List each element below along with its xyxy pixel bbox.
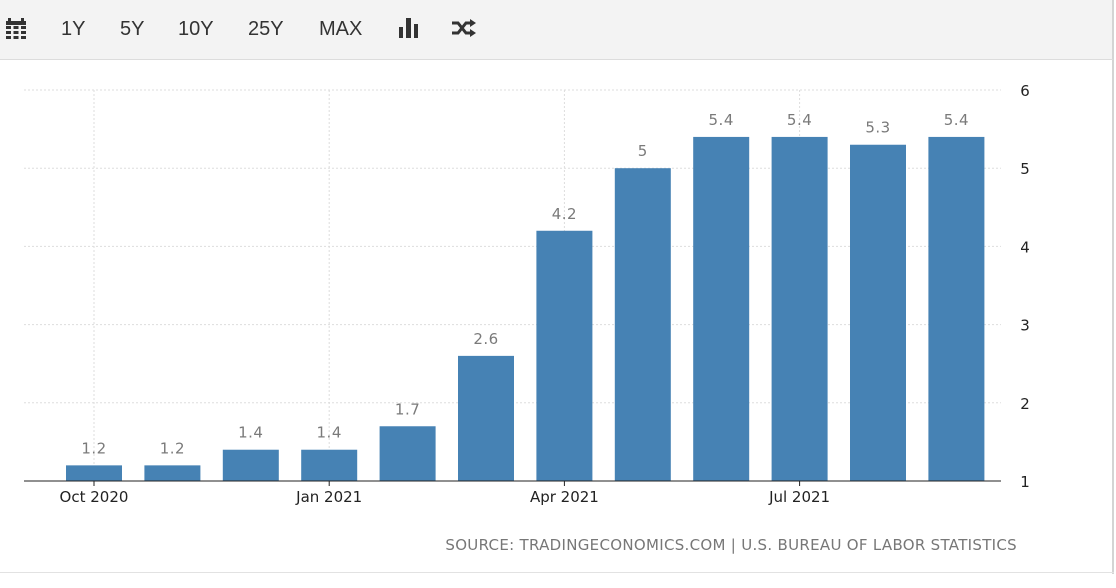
data-label: 1.4: [238, 424, 263, 442]
chart-area: 1 2 3 4 5 6 1.2 1.2 1.4 1.4 1.7 2.6 4.2 5 5.4 5.4 5.3 5.4…: [0, 60, 1114, 574]
bar-chart-icon[interactable]: [399, 18, 419, 38]
data-label: 5.4: [787, 111, 812, 129]
data-label: 4.2: [552, 205, 577, 223]
data-label: 1.2: [81, 439, 106, 457]
bottom-divider: [0, 572, 1114, 573]
data-label: 1.4: [317, 424, 342, 442]
bar-chart: 1 2 3 4 5 6 1.2 1.2 1.4 1.4 1.7 2.6 4.2 5 5.4 5.4 5.3 5.4…: [24, 82, 1030, 554]
data-label: 5.4: [709, 111, 734, 129]
bar: [66, 465, 122, 481]
data-label: 1.2: [160, 439, 185, 457]
bar: [536, 230, 593, 481]
shuffle-icon[interactable]: [451, 18, 477, 38]
range-25y-button[interactable]: 25Y: [248, 18, 284, 40]
bar: [458, 355, 514, 481]
data-label: 5: [638, 142, 648, 160]
data-label: 5.4: [944, 111, 969, 129]
calendar-icon[interactable]: [6, 18, 26, 40]
bar: [928, 136, 985, 482]
x-tick-label: Apr 2021: [530, 488, 599, 506]
bar: [850, 144, 906, 481]
y-tick-label: 2: [1020, 395, 1030, 413]
data-label: 2.6: [473, 330, 498, 348]
x-tick-label: Oct 2020: [60, 488, 129, 506]
data-label: 1.7: [395, 400, 420, 418]
range-5y-button[interactable]: 5Y: [120, 18, 145, 40]
y-tick-label: 1: [1020, 473, 1030, 491]
bar: [771, 136, 828, 482]
y-tick-label: 3: [1020, 317, 1030, 335]
bar: [144, 465, 201, 481]
x-tick-label: Jan 2021: [295, 488, 362, 506]
chart-toolbar: 1Y 5Y 10Y 25Y MAX: [0, 0, 1114, 60]
bar: [693, 136, 750, 482]
bar: [301, 449, 358, 481]
data-label: 5.3: [865, 119, 890, 137]
y-tick-label: 5: [1020, 160, 1030, 178]
range-max-button[interactable]: MAX: [319, 18, 363, 40]
bar: [379, 426, 436, 481]
range-1y-button[interactable]: 1Y: [61, 18, 86, 40]
bar: [614, 168, 671, 481]
bar: [222, 449, 279, 481]
x-tick-label: Jul 2021: [768, 488, 830, 506]
y-tick-label: 4: [1020, 238, 1030, 256]
y-tick-label: 6: [1020, 82, 1030, 100]
range-10y-button[interactable]: 10Y: [178, 18, 214, 40]
source-credit: SOURCE: TRADINGECONOMICS.COM | U.S. BURE…: [445, 536, 1017, 554]
